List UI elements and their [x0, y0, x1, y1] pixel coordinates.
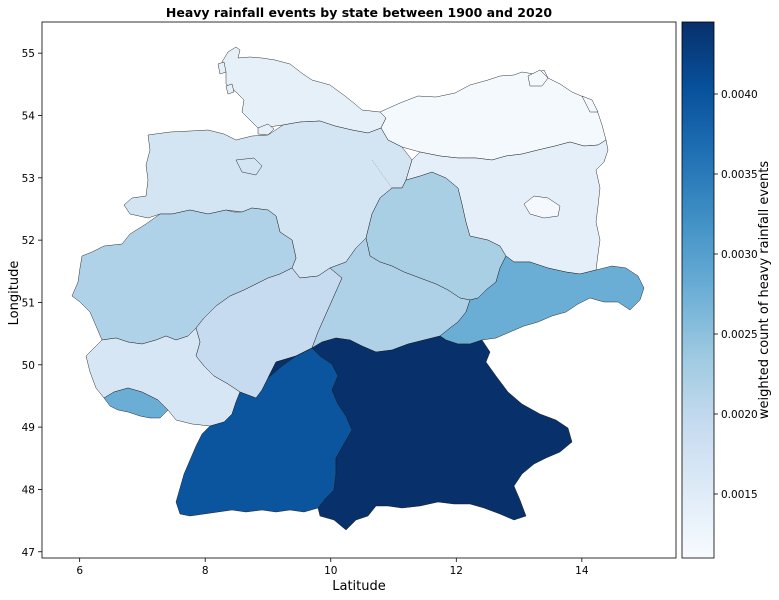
x-tick-label: 10 — [324, 565, 337, 577]
y-axis-label: Longitude — [7, 261, 22, 326]
y-tick-label: 55 — [22, 48, 35, 60]
region-saarland[interactable] — [103, 387, 169, 419]
colorbar-tick-label: 0.0040 — [721, 89, 758, 101]
x-axis-label: Latitude — [332, 579, 386, 594]
colorbar-tick-label: 0.0015 — [721, 489, 758, 501]
colorbar-label: weighted count of heavy rainfall events — [757, 161, 772, 419]
y-tick-label: 50 — [22, 360, 35, 372]
y-tick-label: 49 — [22, 422, 35, 434]
y-tick-label: 48 — [22, 484, 35, 496]
region-bayern[interactable] — [267, 335, 573, 531]
colorbar-tick-label: 0.0020 — [721, 409, 758, 421]
chart-title: Heavy rainfall events by state between 1… — [166, 5, 552, 20]
x-axis: 6 8 10 12 14 — [76, 558, 589, 577]
y-axis: 47 48 49 50 51 52 53 54 55 — [22, 48, 42, 559]
y-tick-label: 51 — [22, 297, 35, 309]
x-tick-label: 12 — [450, 565, 463, 577]
y-tick-label: 47 — [22, 547, 35, 559]
region-brandenburg[interactable] — [405, 139, 609, 275]
y-tick-label: 52 — [22, 235, 35, 247]
colorbar-tick-label: 0.0025 — [721, 329, 758, 341]
region-hamburg[interactable] — [257, 123, 275, 136]
y-tick-label: 54 — [22, 110, 36, 122]
colorbar-tick-label: 0.0030 — [721, 249, 758, 261]
y-tick-label: 53 — [22, 173, 35, 185]
region-berlin[interactable] — [523, 195, 561, 219]
x-tick-label: 6 — [76, 565, 83, 577]
germany-map — [71, 46, 645, 531]
colorbar-ticks: 0.0015 0.0020 0.0025 0.0030 0.0035 0.0040 — [714, 89, 758, 501]
colorbar-tick-label: 0.0035 — [721, 169, 758, 181]
colorbar-gradient — [681, 21, 715, 559]
x-tick-label: 14 — [575, 565, 589, 577]
region-bremen[interactable] — [235, 157, 263, 176]
colorbar: 0.0015 0.0020 0.0025 0.0030 0.0035 0.0040 wei… — [681, 21, 772, 559]
x-tick-label: 8 — [202, 565, 209, 577]
